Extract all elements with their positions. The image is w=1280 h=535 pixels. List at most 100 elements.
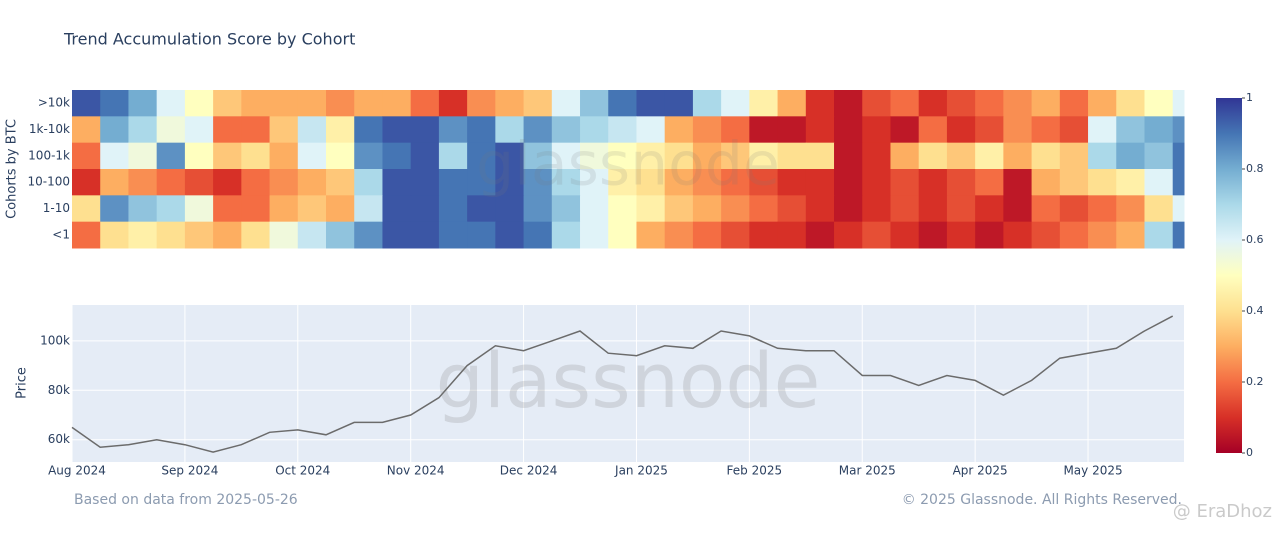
heatmap-cell [213,90,242,117]
heatmap-cell [523,142,553,170]
heatmap-cell [636,221,666,249]
heatmap-cell [269,116,299,144]
heatmap-cell [297,116,327,144]
heatmap-cell [721,195,750,223]
heatmap-cell [382,90,412,117]
heatmap-cell [608,116,637,144]
heatmap-cell [551,116,581,144]
heatmap-cell [410,221,440,249]
heatmap-cell [213,142,242,170]
heatmap-cell [1144,221,1174,249]
heatmap-cell [692,195,722,223]
heatmap-cell [523,221,553,249]
credit: @ EraDhoz [1173,501,1272,522]
heatmap-cell [269,195,299,223]
heatmap-cell [1088,221,1117,249]
heatmap-cell [241,195,271,223]
heatmap-cell [467,90,496,117]
heatmap-cell [608,169,637,196]
heatmap-cell [664,195,694,223]
heatmap-cell [1003,169,1033,196]
heatmap-cell [410,169,440,196]
heatmap-cell [636,116,666,144]
x-tick-label: Sep 2024 [161,464,218,478]
heatmap-cell [297,90,327,117]
heatmap-cell [72,221,101,249]
watermark: glassnode [436,336,821,425]
heatmap-cell [1116,195,1145,223]
x-tick-label: Dec 2024 [500,464,558,478]
heatmap-cell [975,142,1004,170]
heatmap-cell [1031,195,1061,223]
heatmap-cell [326,169,355,196]
y-tick-label: <1 [52,227,70,241]
heatmap-cell [608,195,637,223]
heatmap-cell [410,90,440,117]
colorbar-tick-label: 0.8 [1246,162,1264,175]
heatmap-cell [438,142,468,170]
heatmap-cell [1116,221,1145,249]
heatmap-cell [1059,90,1089,117]
heatmap-cell [862,142,891,170]
heatmap-cell [354,90,383,117]
heatmap-cell [269,221,299,249]
heatmap-cell [834,142,863,170]
heatmap-cell [326,116,355,144]
heatmap-cell [1172,195,1185,223]
heatmap-cell [184,169,214,196]
heatmap-cell [664,116,694,144]
heatmap-cell [297,169,327,196]
heatmap-cell [890,116,920,144]
x-tick-label: May 2025 [1063,464,1122,478]
heatmap-cell [1003,195,1033,223]
colorbar-tick-label: 0.6 [1246,233,1264,246]
heatmap-cell [438,116,468,144]
heatmap-cell [946,169,976,196]
heatmap-cell [1144,142,1174,170]
heatmap-cell [354,221,383,249]
heatmap-cell [862,90,891,117]
heatmap-cell [1059,116,1089,144]
heatmap-cell [467,116,496,144]
heatmap-cell [1088,169,1117,196]
heatmap-cell [213,195,242,223]
heatmap-cell [946,195,976,223]
heatmap-cell [1031,142,1061,170]
x-tick-label: Apr 2025 [953,464,1008,478]
heatmap-cell [946,221,976,249]
heatmap-cell [890,195,920,223]
heatmap-cell [721,116,750,144]
heatmap-cell [1003,142,1033,170]
heatmap-cell [777,116,807,144]
heatmap-cell [918,116,948,144]
heatmap-cell [721,221,750,249]
heatmap-cell [1088,90,1117,117]
heatmap-cell [1116,90,1145,117]
heatmap-cell [551,195,581,223]
heatmap-cell [890,169,920,196]
heatmap-cell [523,116,553,144]
x-tick-label: Feb 2025 [727,464,783,478]
heatmap-cell [834,221,863,249]
heatmap-cell [580,142,609,170]
heatmap-cell [184,142,214,170]
heatmap-cell [467,221,496,249]
heatmap-cell [1172,142,1185,170]
heatmap-cell [636,169,666,196]
heatmap-cell [918,142,948,170]
heatmap-cell [946,116,976,144]
heatmap-cell [975,116,1004,144]
heatmap-cell [1003,116,1033,144]
heatmap-cell [1059,221,1089,249]
heatmap-cell [749,116,779,144]
heatmap-cell [72,169,101,196]
heatmap-cell [354,116,383,144]
heatmap-cell [777,142,807,170]
heatmap-cell [128,221,158,249]
heatmap-cell [805,142,835,170]
heatmap-cell [975,195,1004,223]
heatmap-cell [495,90,525,117]
heatmap-cell [862,221,891,249]
heatmap-cell [354,195,383,223]
heatmap-cell [495,221,525,249]
